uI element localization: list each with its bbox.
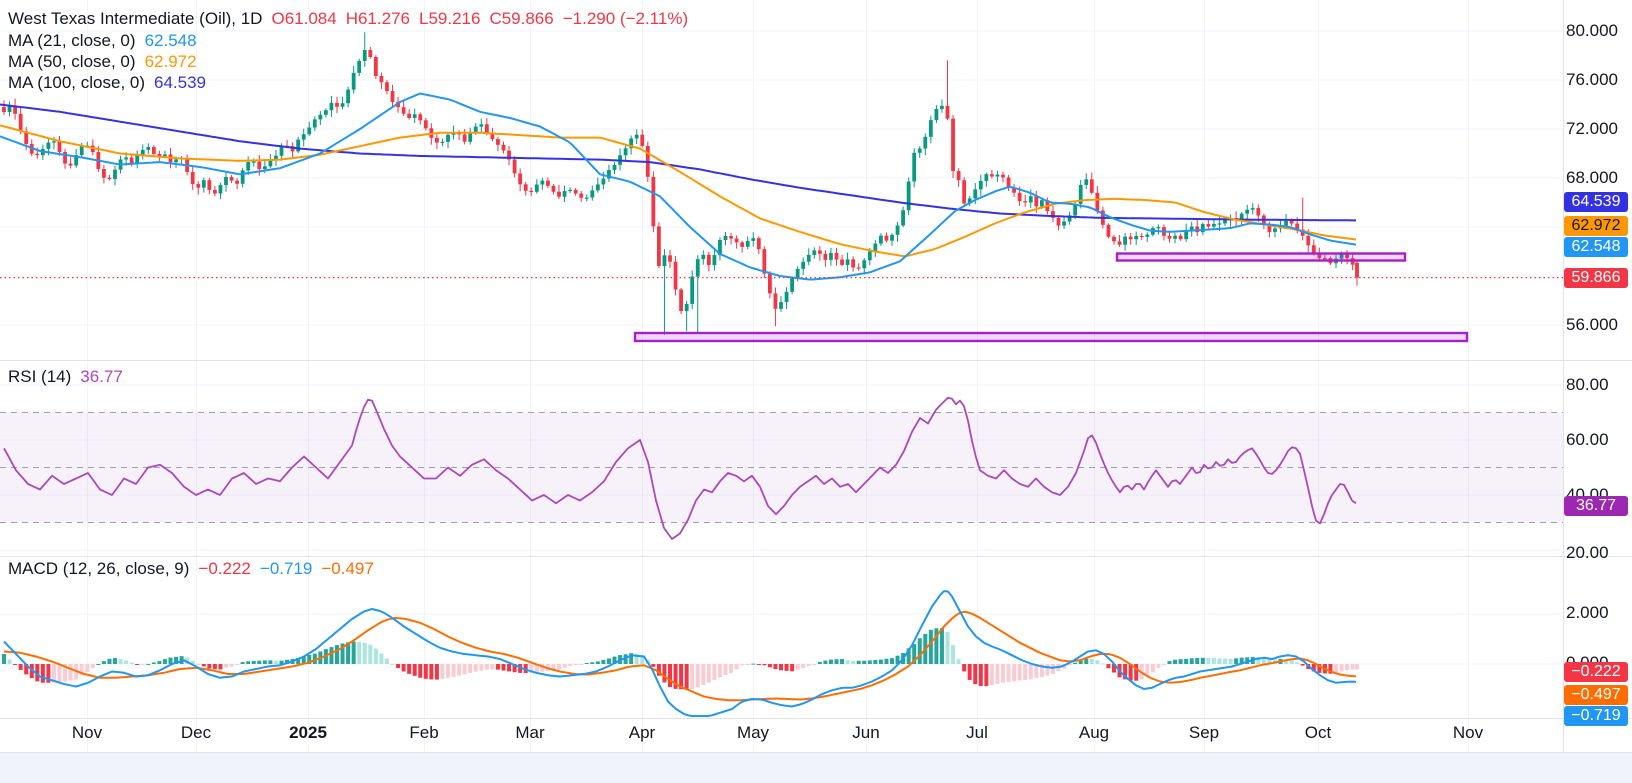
candles-up: [7, 32, 1344, 335]
ma21-label: MA (21, close, 0): [8, 30, 136, 50]
axis-price-label: 56.000: [1566, 315, 1618, 334]
time-axis-label: 2025: [289, 723, 327, 742]
macd-signal-line: [3, 610, 1357, 702]
axis-price-label: 80.00: [1566, 375, 1609, 394]
time-axis-label: Apr: [628, 723, 656, 742]
macd-line: [3, 590, 1357, 717]
ma50-value: 62.972: [144, 51, 197, 71]
ma50-line: [0, 124, 1357, 258]
rsi-value-badge: 36.77: [1564, 496, 1628, 516]
rsi-value: 36.77: [80, 366, 123, 386]
time-axis-label: Mar: [515, 723, 545, 742]
ma21-legend-row[interactable]: MA (21, close, 0) 62.548: [8, 30, 197, 51]
macd-value-badge: −0.222: [1564, 662, 1628, 682]
ma100-line: [0, 103, 1356, 222]
time-axis-label: Dec: [180, 723, 212, 742]
time-axis-label: Jun: [852, 723, 880, 742]
price-badge: 59.866: [1564, 268, 1628, 288]
time-axis-label: Sep: [1188, 723, 1220, 742]
axis-price-label: 60.00: [1566, 430, 1609, 449]
time-axis-label: Nov: [1452, 723, 1484, 742]
time-axis-label: Oct: [1304, 723, 1332, 742]
axis-price-label: 80.000: [1566, 21, 1618, 40]
time-axis-label: May: [736, 723, 770, 742]
ma21-line: [0, 92, 1357, 281]
symbol-title: West Texas Intermediate (Oil), 1D: [8, 8, 263, 28]
price-badge: 64.539: [1564, 192, 1628, 212]
ma21-value: 62.548: [144, 30, 197, 50]
macd-line-value: −0.719: [259, 558, 313, 578]
axis-price-label: 72.000: [1566, 119, 1618, 138]
macd-value-badge: −0.719: [1564, 706, 1628, 726]
resistance-zone-drawing: [1115, 252, 1407, 262]
axis-price-label: 20.00: [1566, 543, 1609, 562]
ma50-legend-row[interactable]: MA (50, close, 0) 62.972: [8, 51, 197, 72]
ma50-label: MA (50, close, 0): [8, 51, 136, 71]
change-value: −1.290 (−2.11%): [562, 8, 689, 28]
rsi-label: RSI (14): [8, 366, 72, 386]
axis-price-label: 68.000: [1566, 168, 1618, 187]
time-axis-label: Jul: [966, 723, 988, 742]
rsi-line: [3, 396, 1357, 540]
ohlc-open: O61.084: [271, 8, 337, 28]
macd-histogram-value: −0.222: [198, 558, 251, 578]
axis-price-label: 2.000: [1566, 603, 1609, 622]
support-zone-drawing: [633, 331, 1469, 343]
macd-value-badge: −0.497: [1564, 685, 1628, 705]
ma100-value: 64.539: [154, 72, 207, 92]
axis-price-label: 76.000: [1566, 70, 1618, 89]
ohlc-low: L59.216: [418, 8, 481, 28]
time-axis-label: Aug: [1078, 723, 1110, 742]
rsi-legend-row[interactable]: RSI (14) 36.77: [8, 366, 123, 387]
symbol-legend-row[interactable]: West Texas Intermediate (Oil), 1D O61.08…: [8, 8, 688, 29]
macd-signal-value: −0.497: [321, 558, 374, 578]
ohlc-close: C59.866: [489, 8, 554, 28]
macd-label: MACD (12, 26, close, 9): [8, 558, 190, 578]
macd-legend-row[interactable]: MACD (12, 26, close, 9) −0.222 −0.719 −0…: [8, 558, 374, 579]
time-axis-label: Nov: [71, 723, 103, 742]
ma100-label: MA (100, close, 0): [8, 72, 146, 92]
price-badge: 62.548: [1564, 237, 1628, 257]
ohlc-high: H61.276: [345, 8, 410, 28]
ma100-legend-row[interactable]: MA (100, close, 0) 64.539: [8, 72, 206, 93]
price-badge: 62.972: [1564, 216, 1628, 236]
time-axis-label: Feb: [409, 723, 439, 742]
